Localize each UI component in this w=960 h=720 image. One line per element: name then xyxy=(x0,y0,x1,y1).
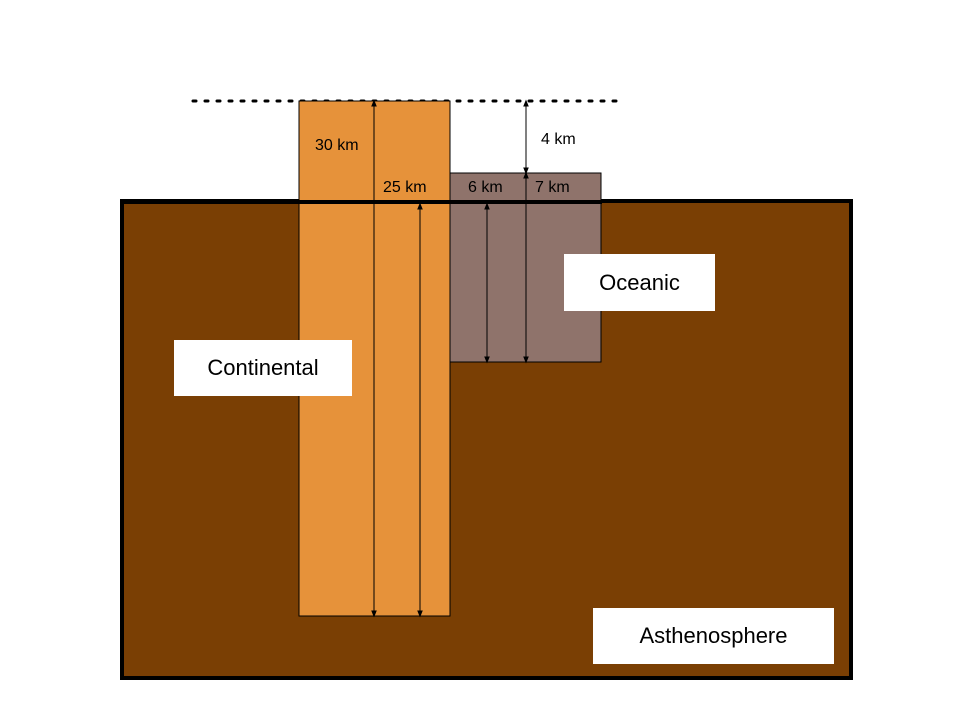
elevation-difference-label: 4 km xyxy=(541,131,576,148)
oceanic-root-label: 6 km xyxy=(468,179,503,196)
oceanic-total-label: 7 km xyxy=(535,179,570,196)
continental-root-label: 25 km xyxy=(383,179,427,196)
continental-total-label: 30 km xyxy=(315,137,359,154)
oceanic-label: Oceanic xyxy=(564,254,715,311)
continental-label: Continental xyxy=(174,340,352,396)
asthenosphere-label: Asthenosphere xyxy=(593,608,834,664)
